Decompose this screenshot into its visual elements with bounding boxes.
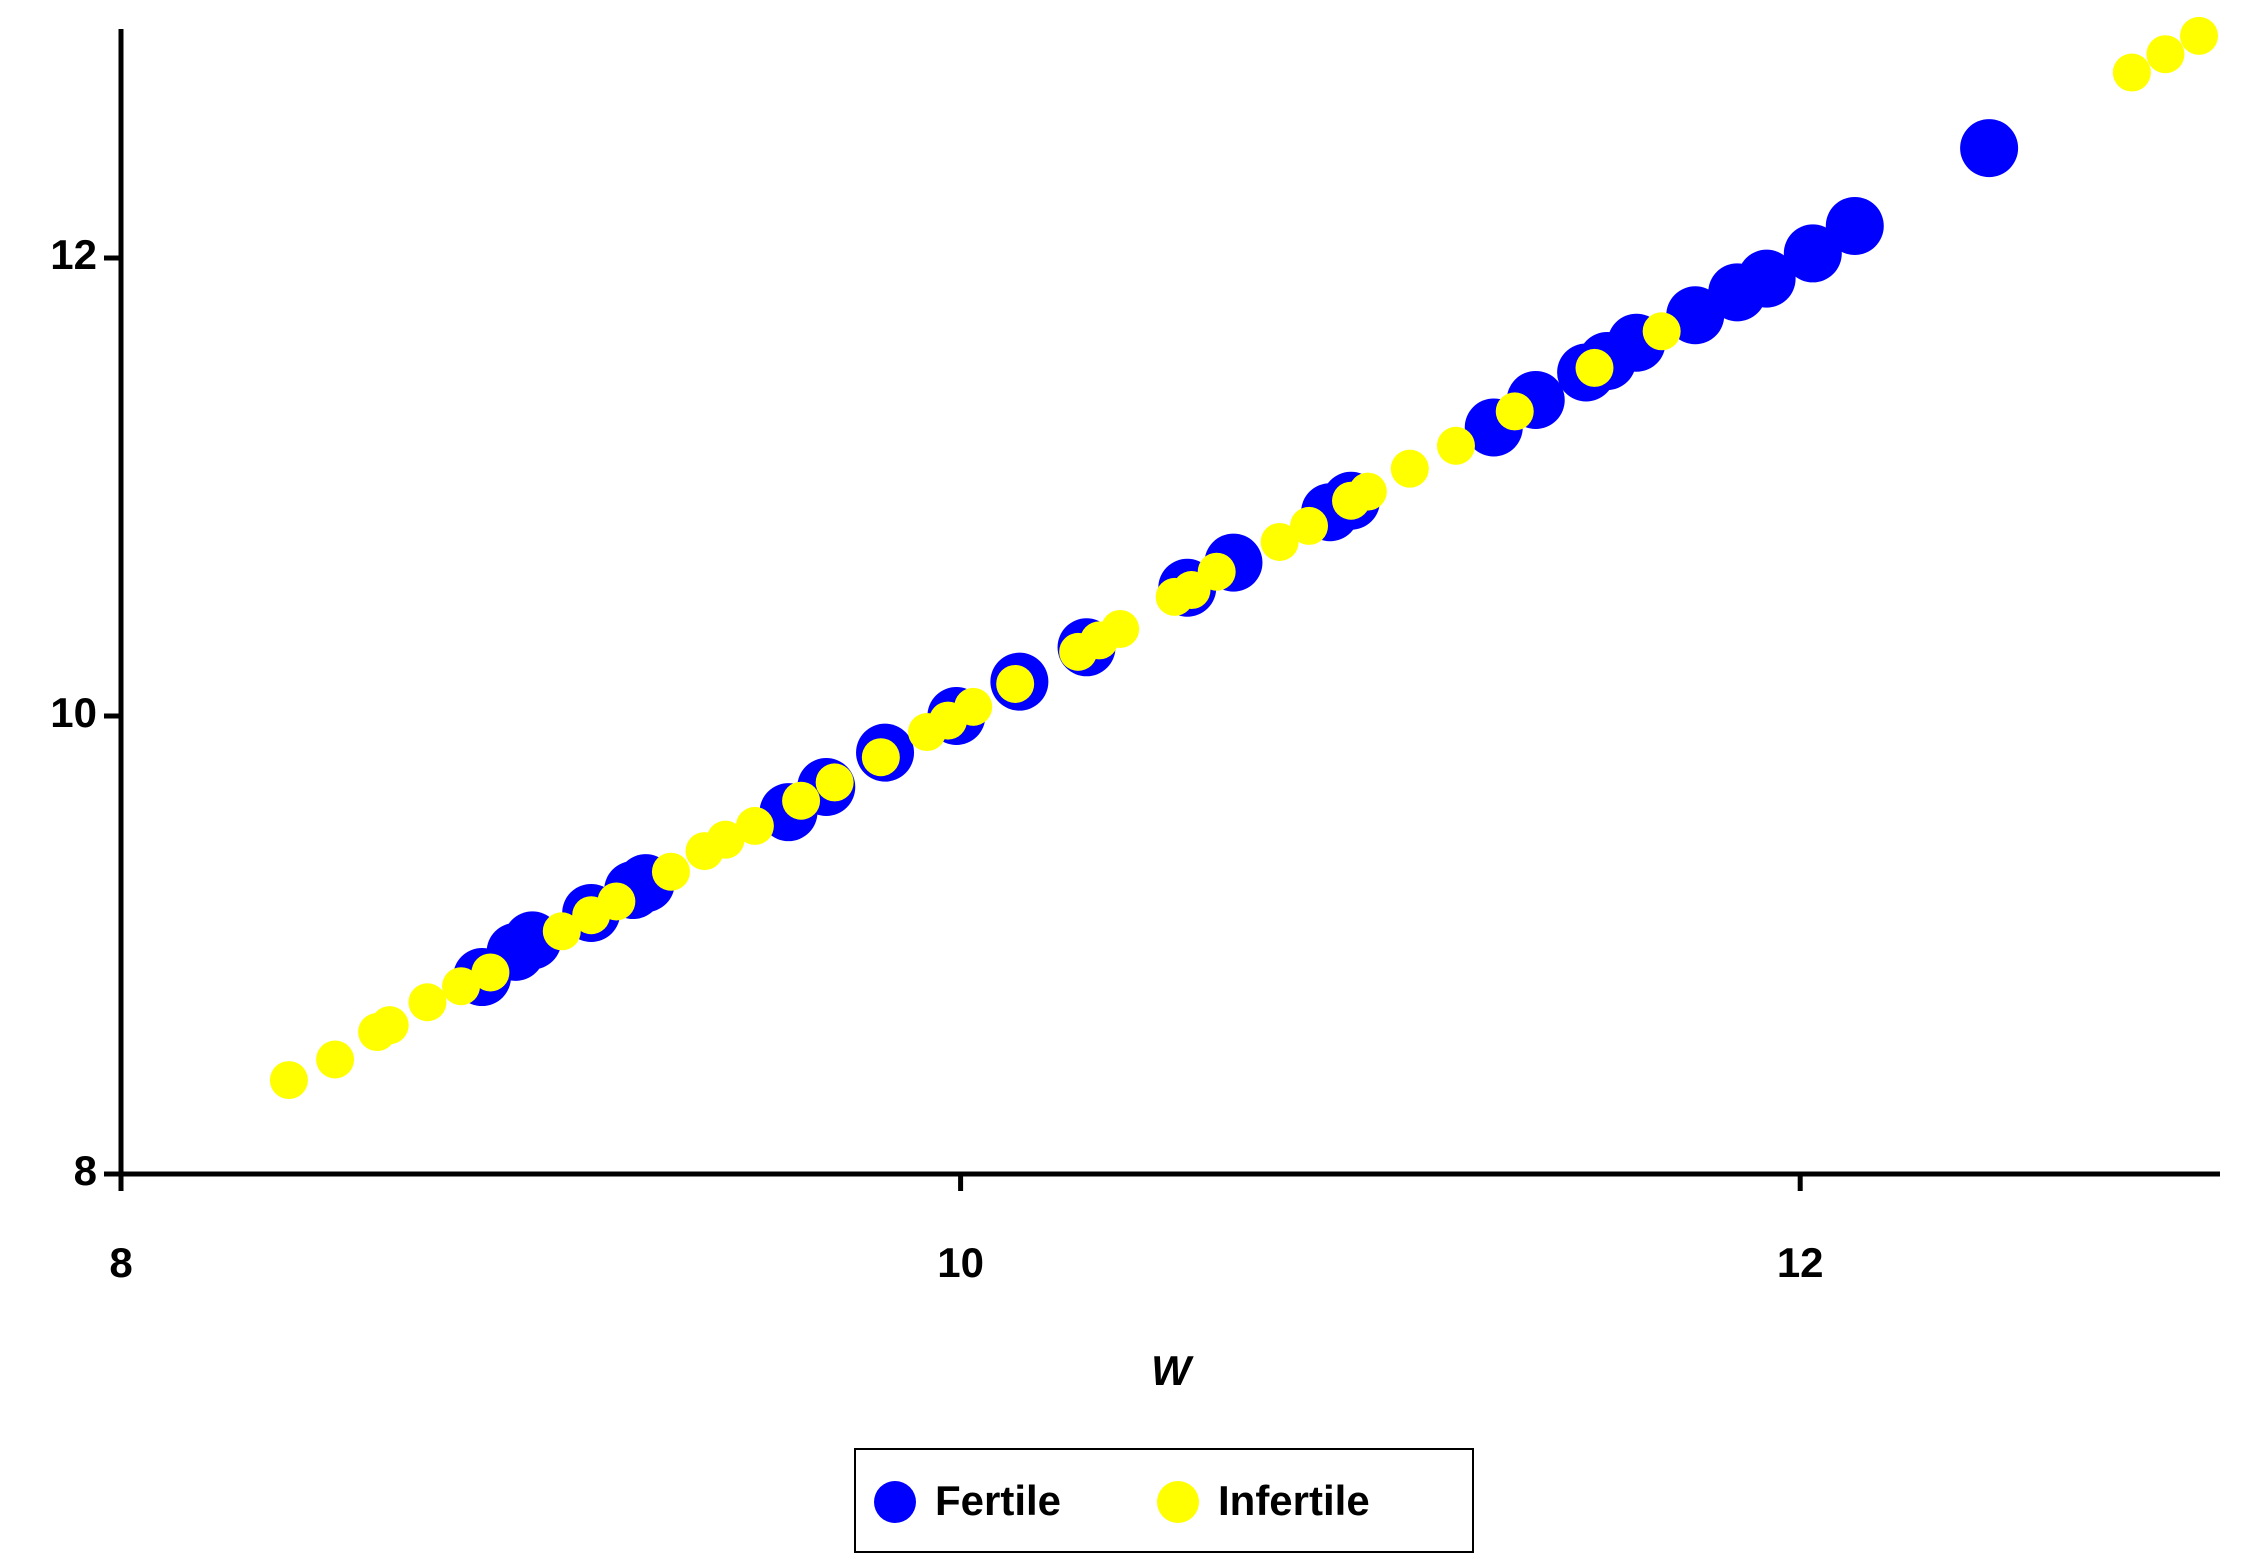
scatter-point [316,1040,355,1079]
scatter-point [1348,472,1387,511]
scatter-point [1495,392,1534,431]
scatter-point [1960,119,2019,178]
y-tick-label: 12 [50,231,97,278]
legend-marker [874,1481,916,1523]
scatter-point [782,781,821,820]
scatter-point [408,983,447,1022]
scatter-point [996,664,1035,703]
scatter-point [735,806,774,845]
legend-label: Infertile [1218,1477,1370,1524]
scatter-point [1642,312,1681,351]
x-tick-label: 8 [109,1239,132,1286]
x-tick-label: 12 [1777,1239,1824,1286]
scatter-point [861,738,900,777]
scatter-point [815,763,854,802]
scatter-point [1575,348,1614,387]
scatter-point [2180,16,2219,55]
legend-marker [1157,1481,1199,1523]
legend-label: Fertile [935,1477,1061,1524]
scatter-point [597,882,636,921]
scatter-point [1825,196,1884,255]
scatter-point [1783,224,1842,283]
scatter-point [1290,506,1329,545]
scatter-point [2146,35,2185,74]
y-tick-label: 10 [50,689,97,736]
scatter-point [1260,522,1299,561]
scatter-point [471,953,510,992]
scatter-point [651,852,690,891]
x-axis-label: W [1151,1347,1194,1394]
scatter-point [1390,449,1429,488]
y-tick-label: 8 [74,1147,97,1194]
x-tick-label: 10 [937,1239,984,1286]
scatter-point [954,687,993,726]
scatter-point [442,967,481,1006]
scatter-point [1197,552,1236,591]
scatter-point [1737,249,1796,308]
scatter-point [1436,426,1475,465]
scatter-point [1101,609,1140,648]
scatter-point [706,820,745,859]
scatter-point [2112,53,2151,92]
scatter-point [269,1061,308,1100]
scatter-point [542,912,581,951]
scatter-point [370,1006,409,1045]
